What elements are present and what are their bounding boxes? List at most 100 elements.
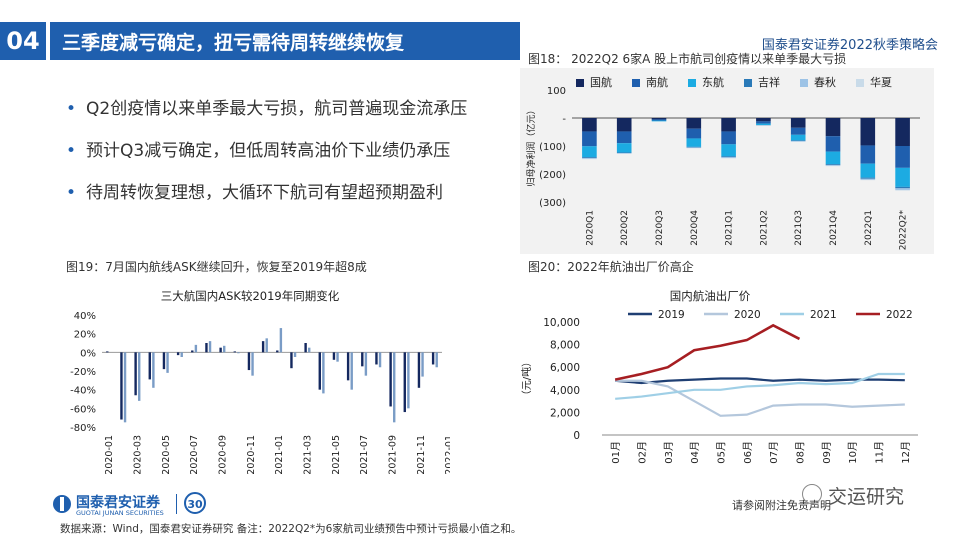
wechat-icon (802, 484, 822, 504)
fig19-bar (237, 352, 240, 354)
fig18-xtick: 2021Q4 (829, 210, 839, 246)
fig18-bar-segment (860, 118, 876, 146)
fig20-legend-label: 2021 (810, 309, 837, 321)
fig18-bar-segment (721, 156, 736, 158)
fig18-bar-segment (721, 157, 736, 159)
fig19-bar (134, 352, 137, 396)
fig19-ytick: 0% (80, 348, 96, 359)
fig19-ytick: -80% (70, 423, 96, 434)
fig20-ytick: 2,000 (550, 407, 580, 419)
fig19-bar (176, 352, 180, 356)
legend-swatch (800, 79, 808, 87)
fig19-bar (389, 352, 392, 407)
fig18-bar-segment (686, 128, 702, 139)
fig19-bar (346, 352, 350, 381)
fig18-bar-segment (616, 118, 632, 132)
fig18-bar-segment (651, 119, 667, 121)
fig18-bar-segment (895, 118, 910, 146)
fig19-bar (304, 343, 307, 353)
fig19-chart: 三大航国内ASK较2019年同期变化 40% 20% 0% -20% -40% -60% -8… (70, 289, 450, 475)
fig18-bar-segment (860, 178, 876, 180)
fig18-bar-segment (651, 120, 667, 122)
fig18-xtick: 2022Q2* (899, 210, 909, 251)
fig19-bar (123, 352, 127, 423)
fig19-bar (166, 352, 169, 373)
fig19-bar (148, 352, 151, 380)
fig18-bar-segment (825, 118, 841, 137)
fig19-bar (403, 352, 406, 413)
fig18-bar-segment (721, 118, 736, 132)
fig19-xtick: 2021-01 (274, 435, 285, 475)
bullet-3: 待周转恢复理想，大循环下航司有望超预期盈利 (66, 178, 443, 203)
watermark: 交运研究 (828, 486, 905, 508)
fig19-bar (361, 352, 364, 367)
fig19-caption: 图19：7月国内航线ASK继续回升，恢复至2019年超8成 (66, 260, 367, 274)
fig19-bar (208, 341, 212, 353)
fig18-legend-item: 吉祥 (744, 74, 780, 90)
fig20-xtick: 10月 (847, 441, 859, 464)
fig19-ytick: -20% (70, 367, 96, 378)
fig20-ylabel: （元/吨） (520, 357, 533, 400)
fig18-ytick: (300) (539, 198, 566, 209)
fig18-xtick: 2022Q1 (864, 210, 874, 246)
fig19-ytick: 40% (74, 311, 96, 322)
fig18-bar-segment (790, 127, 806, 135)
fig18-ytick: (200) (539, 170, 566, 181)
fig18-bar-segment (790, 140, 806, 141)
fig19-bar (322, 352, 325, 394)
fig19-xtick: 2020-09 (217, 435, 228, 475)
fig18-chart: 100 - (100) (200) (300) 归母净利润（亿元） 2020Q1 2020Q2… (525, 86, 920, 251)
fig18-bar-segment (616, 152, 632, 153)
fig20-legend-label: 2022 (886, 309, 913, 321)
fig19-xtick: 2021-11 (416, 435, 427, 475)
fig18-bar-segment (756, 118, 771, 122)
fig19-bar (293, 352, 297, 357)
fig18-bar-segment (825, 136, 841, 152)
fig18-bar-segment (582, 157, 597, 159)
logo-icon (53, 495, 71, 513)
fig19-title: 三大航国内ASK较2019年同期变化 (161, 289, 340, 303)
fig19-bar (393, 352, 396, 423)
fig20-legend-label: 2020 (734, 309, 761, 321)
fig19-bar (233, 351, 236, 353)
fig19-bar (194, 344, 198, 353)
fig20-legend-label: 2019 (658, 309, 685, 321)
fig19-bar (431, 352, 435, 365)
fig20-series-line (615, 372, 905, 400)
fig18-bar-segment (860, 177, 876, 179)
fig18-bar-segment (825, 165, 841, 166)
fig19-bar (162, 352, 166, 370)
fig19-bar (417, 352, 421, 388)
fig18-bar-segment (721, 131, 736, 145)
fig18-legend-item: 国航 (576, 74, 612, 90)
fig20-xtick: 03月 (663, 441, 675, 464)
fig20-ytick: 6,000 (550, 362, 580, 374)
fig19-bar (336, 352, 339, 362)
fig20-xtick: 07月 (768, 441, 780, 464)
fig20-ytick: 8,000 (550, 340, 580, 352)
fig20-xtick: 01月 (610, 441, 622, 464)
fig18-bar-segment (895, 189, 910, 191)
fig19-bar (180, 352, 183, 357)
fig18-legend-item: 东航 (688, 74, 724, 90)
fig18-bar-segment (756, 121, 771, 124)
fig18-bar-segment (651, 118, 667, 120)
section-title: 三季度减亏确定，扭亏需待周转继续恢复 (62, 32, 405, 54)
fig19-bar (120, 352, 123, 420)
fig19-xtick: 2020-05 (161, 435, 172, 475)
fig19-bar (138, 352, 141, 401)
legend-label: 华夏 (870, 76, 892, 89)
fig18-legend-item: 华夏 (856, 74, 892, 90)
fig19-bar (276, 350, 279, 353)
fig19-bar (290, 352, 293, 369)
fig18-bar-segment (825, 164, 841, 166)
fig19-xtick: 2020-03 (132, 435, 143, 475)
fig20-ytick: 10,000 (543, 317, 580, 329)
fig20-title: 国内航油出厂价 (670, 289, 751, 303)
section-title-bar: 三季度减亏确定，扭亏需待周转继续恢复 (50, 22, 520, 60)
fig18-legend-item: 南航 (632, 74, 668, 90)
fig19-bar (279, 328, 283, 353)
fig18-bar-segment (895, 188, 910, 190)
fig18-xtick: 2020Q2 (620, 210, 630, 246)
fig18-ylabel: 归母净利润（亿元） (525, 105, 537, 186)
